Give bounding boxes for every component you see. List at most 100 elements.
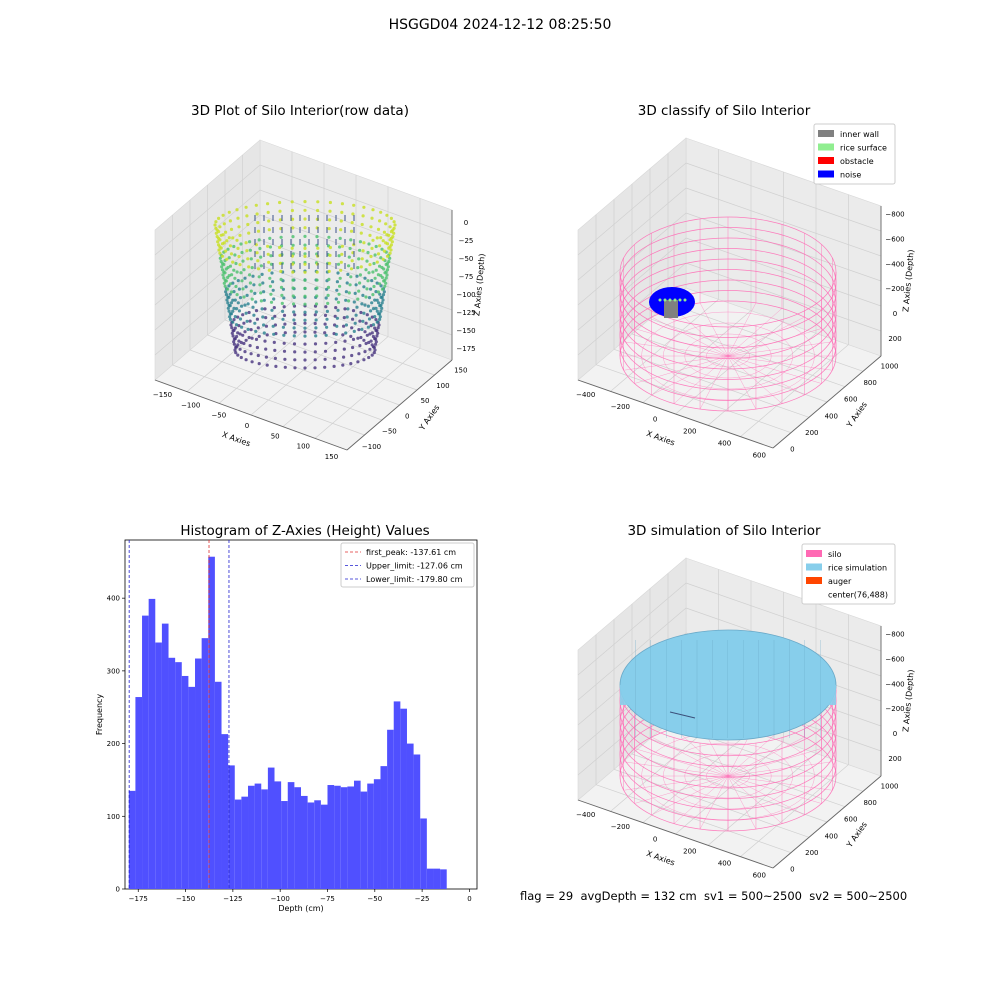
silo-floor-spoke [651,355,729,396]
data-point [339,228,343,232]
histogram-bar [254,783,262,889]
data-point [244,241,248,245]
data-point [292,326,296,330]
silo-floor-spoke [634,775,729,804]
data-point [348,246,352,251]
data-point [338,236,342,240]
data-point [390,240,394,244]
data-point [251,274,255,278]
data-point [385,254,390,258]
data-point [314,326,318,330]
data-point [338,284,342,288]
data-point [266,244,270,248]
data-point [376,273,380,277]
data-point [357,352,361,356]
y-axis-label: Frequency [95,694,104,736]
data-point [271,316,275,320]
data-point [375,260,379,264]
data-point [291,294,295,298]
data-point [293,330,297,334]
silo-floor-spoke [727,736,805,777]
data-point [389,230,393,234]
data-point [346,307,350,311]
data-point [291,235,295,239]
y-tick-label: 600 [844,816,857,824]
y-axis-line [346,359,453,451]
data-point [263,339,267,343]
data-point [263,307,267,311]
data-point [384,276,388,280]
data-point [376,326,380,330]
data-point [267,268,271,272]
x-tick-label: −75 [320,895,335,903]
x-tick-label: 600 [753,452,766,460]
data-point [363,303,367,307]
data-point [371,208,375,212]
data-point [370,331,374,335]
data-point [280,293,284,297]
data-point [315,278,319,282]
data-point [342,347,346,351]
x-axis-label: X Axies [645,849,676,868]
data-point [220,268,225,272]
data-point [244,205,248,209]
data-point [303,217,307,221]
y-tick-label: 200 [805,849,818,857]
data-point [313,358,317,362]
y-tick-label: 150 [454,367,467,375]
data-point [279,285,284,289]
data-point [237,339,241,343]
data-point [233,337,237,341]
data-point [377,323,381,327]
data-point [367,355,371,360]
data-point [313,321,317,326]
data-point [264,316,268,320]
data-point [238,233,242,237]
y-tick-label: 200 [805,429,818,437]
data-point [218,251,222,255]
data-point [234,323,239,327]
data-point [349,267,354,271]
data-point [264,324,268,328]
silo-floor-ring [684,753,772,799]
histogram-bar [347,786,354,889]
data-point [328,200,332,205]
data-point [231,309,235,313]
histogram-bar [267,767,275,889]
data-point [336,308,340,312]
data-point [266,252,270,256]
z-axis-label: Z Axies (Depth) [901,249,915,312]
data-point [258,246,262,251]
x-tick-label: −25 [415,895,430,903]
data-point [313,366,317,370]
data-point [268,284,272,288]
data-point [380,287,384,291]
data-point [351,345,355,350]
data-point [264,347,268,351]
silo-floor-spoke [727,748,822,777]
data-point [215,235,219,239]
data-point [219,259,223,264]
data-point [303,234,307,238]
data-point [249,289,253,293]
data-point [376,290,380,294]
data-point [373,276,377,280]
data-point [213,223,217,227]
data-point [218,256,222,260]
data-point [242,295,246,299]
x-tick-label: 200 [683,847,696,855]
data-point [367,340,371,345]
data-point [243,276,247,280]
data-point [349,334,353,338]
histogram-bar [228,765,235,889]
data-point [313,350,317,354]
z-axis-label: Z Axies (Depth) [901,669,915,732]
data-point [360,257,364,261]
data-point [283,365,287,369]
data-point [378,244,382,248]
data-point [356,266,360,270]
data-point [267,219,271,223]
data-point [323,365,327,369]
data-point [279,269,283,273]
data-point [364,268,368,272]
